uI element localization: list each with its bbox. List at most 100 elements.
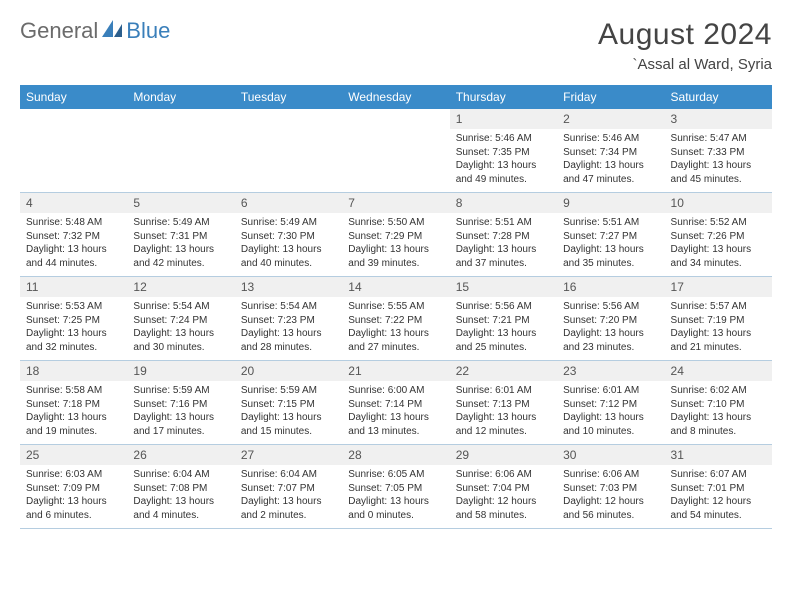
calendar-day-cell: 1Sunrise: 5:46 AMSunset: 7:35 PMDaylight…: [450, 109, 557, 193]
day-details: Sunrise: 5:51 AMSunset: 7:28 PMDaylight:…: [450, 213, 557, 276]
day-number: 12: [127, 277, 234, 297]
calendar-day-cell: 24Sunrise: 6:02 AMSunset: 7:10 PMDayligh…: [665, 361, 772, 445]
day-details: Sunrise: 5:58 AMSunset: 7:18 PMDaylight:…: [20, 381, 127, 444]
calendar-day-cell: 16Sunrise: 5:56 AMSunset: 7:20 PMDayligh…: [557, 277, 664, 361]
weekday-header: Friday: [557, 85, 664, 109]
day-details: Sunrise: 6:02 AMSunset: 7:10 PMDaylight:…: [665, 381, 772, 444]
logo-text-general: General: [20, 18, 98, 44]
day-details: Sunrise: 6:06 AMSunset: 7:03 PMDaylight:…: [557, 465, 664, 528]
day-number: 30: [557, 445, 664, 465]
calendar-day-cell: 2Sunrise: 5:46 AMSunset: 7:34 PMDaylight…: [557, 109, 664, 193]
calendar-day-cell: [127, 109, 234, 193]
weekday-header: Sunday: [20, 85, 127, 109]
day-details: Sunrise: 5:56 AMSunset: 7:20 PMDaylight:…: [557, 297, 664, 360]
calendar-day-cell: 12Sunrise: 5:54 AMSunset: 7:24 PMDayligh…: [127, 277, 234, 361]
day-details: Sunrise: 6:04 AMSunset: 7:08 PMDaylight:…: [127, 465, 234, 528]
calendar-day-cell: 22Sunrise: 6:01 AMSunset: 7:13 PMDayligh…: [450, 361, 557, 445]
calendar-day-cell: 6Sunrise: 5:49 AMSunset: 7:30 PMDaylight…: [235, 193, 342, 277]
day-details: Sunrise: 5:46 AMSunset: 7:35 PMDaylight:…: [450, 129, 557, 192]
calendar-day-cell: 17Sunrise: 5:57 AMSunset: 7:19 PMDayligh…: [665, 277, 772, 361]
day-number: 11: [20, 277, 127, 297]
day-number: 9: [557, 193, 664, 213]
calendar-week-row: 11Sunrise: 5:53 AMSunset: 7:25 PMDayligh…: [20, 277, 772, 361]
day-details: Sunrise: 5:54 AMSunset: 7:24 PMDaylight:…: [127, 297, 234, 360]
calendar-body: 1Sunrise: 5:46 AMSunset: 7:35 PMDaylight…: [20, 109, 772, 529]
day-number: 8: [450, 193, 557, 213]
day-number: 15: [450, 277, 557, 297]
calendar-day-cell: [235, 109, 342, 193]
calendar-day-cell: 29Sunrise: 6:06 AMSunset: 7:04 PMDayligh…: [450, 445, 557, 529]
calendar-day-cell: 20Sunrise: 5:59 AMSunset: 7:15 PMDayligh…: [235, 361, 342, 445]
calendar-day-cell: 3Sunrise: 5:47 AMSunset: 7:33 PMDaylight…: [665, 109, 772, 193]
calendar-day-cell: 8Sunrise: 5:51 AMSunset: 7:28 PMDaylight…: [450, 193, 557, 277]
calendar-day-cell: 27Sunrise: 6:04 AMSunset: 7:07 PMDayligh…: [235, 445, 342, 529]
day-details: Sunrise: 5:48 AMSunset: 7:32 PMDaylight:…: [20, 213, 127, 276]
weekday-header: Wednesday: [342, 85, 449, 109]
day-number: 17: [665, 277, 772, 297]
weekday-header: Saturday: [665, 85, 772, 109]
weekday-header: Monday: [127, 85, 234, 109]
day-details: Sunrise: 6:06 AMSunset: 7:04 PMDaylight:…: [450, 465, 557, 528]
day-number: 25: [20, 445, 127, 465]
calendar-day-cell: 30Sunrise: 6:06 AMSunset: 7:03 PMDayligh…: [557, 445, 664, 529]
day-details: Sunrise: 5:59 AMSunset: 7:15 PMDaylight:…: [235, 381, 342, 444]
day-number: 4: [20, 193, 127, 213]
calendar-day-cell: 7Sunrise: 5:50 AMSunset: 7:29 PMDaylight…: [342, 193, 449, 277]
day-details: Sunrise: 5:49 AMSunset: 7:31 PMDaylight:…: [127, 213, 234, 276]
logo: General Blue: [20, 18, 170, 44]
calendar-day-cell: 13Sunrise: 5:54 AMSunset: 7:23 PMDayligh…: [235, 277, 342, 361]
day-details: Sunrise: 5:46 AMSunset: 7:34 PMDaylight:…: [557, 129, 664, 192]
calendar-day-cell: 28Sunrise: 6:05 AMSunset: 7:05 PMDayligh…: [342, 445, 449, 529]
day-number: 23: [557, 361, 664, 381]
day-number: 10: [665, 193, 772, 213]
calendar-header-row: SundayMondayTuesdayWednesdayThursdayFrid…: [20, 85, 772, 109]
calendar-day-cell: 18Sunrise: 5:58 AMSunset: 7:18 PMDayligh…: [20, 361, 127, 445]
calendar-day-cell: 21Sunrise: 6:00 AMSunset: 7:14 PMDayligh…: [342, 361, 449, 445]
calendar-day-cell: 14Sunrise: 5:55 AMSunset: 7:22 PMDayligh…: [342, 277, 449, 361]
title-block: August 2024 `Assal al Ward, Syria: [598, 18, 772, 73]
day-details: Sunrise: 5:55 AMSunset: 7:22 PMDaylight:…: [342, 297, 449, 360]
day-number: 3: [665, 109, 772, 129]
calendar-day-cell: 25Sunrise: 6:03 AMSunset: 7:09 PMDayligh…: [20, 445, 127, 529]
day-details: Sunrise: 5:59 AMSunset: 7:16 PMDaylight:…: [127, 381, 234, 444]
day-number: 14: [342, 277, 449, 297]
day-details: Sunrise: 5:51 AMSunset: 7:27 PMDaylight:…: [557, 213, 664, 276]
calendar-day-cell: 26Sunrise: 6:04 AMSunset: 7:08 PMDayligh…: [127, 445, 234, 529]
calendar-day-cell: 9Sunrise: 5:51 AMSunset: 7:27 PMDaylight…: [557, 193, 664, 277]
calendar-day-cell: 15Sunrise: 5:56 AMSunset: 7:21 PMDayligh…: [450, 277, 557, 361]
day-details: Sunrise: 6:00 AMSunset: 7:14 PMDaylight:…: [342, 381, 449, 444]
day-number: 13: [235, 277, 342, 297]
logo-sail-icon: [102, 20, 124, 43]
calendar-week-row: 18Sunrise: 5:58 AMSunset: 7:18 PMDayligh…: [20, 361, 772, 445]
calendar-week-row: 1Sunrise: 5:46 AMSunset: 7:35 PMDaylight…: [20, 109, 772, 193]
day-details: Sunrise: 5:53 AMSunset: 7:25 PMDaylight:…: [20, 297, 127, 360]
day-number: 7: [342, 193, 449, 213]
calendar-day-cell: [342, 109, 449, 193]
day-number: 26: [127, 445, 234, 465]
day-details: Sunrise: 6:03 AMSunset: 7:09 PMDaylight:…: [20, 465, 127, 528]
calendar-day-cell: [20, 109, 127, 193]
day-number: 6: [235, 193, 342, 213]
calendar-day-cell: 4Sunrise: 5:48 AMSunset: 7:32 PMDaylight…: [20, 193, 127, 277]
logo-text-blue: Blue: [126, 18, 170, 44]
day-details: Sunrise: 5:54 AMSunset: 7:23 PMDaylight:…: [235, 297, 342, 360]
location-label: `Assal al Ward, Syria: [598, 56, 772, 73]
calendar-day-cell: 11Sunrise: 5:53 AMSunset: 7:25 PMDayligh…: [20, 277, 127, 361]
calendar-day-cell: 23Sunrise: 6:01 AMSunset: 7:12 PMDayligh…: [557, 361, 664, 445]
day-details: Sunrise: 6:01 AMSunset: 7:13 PMDaylight:…: [450, 381, 557, 444]
calendar-day-cell: 31Sunrise: 6:07 AMSunset: 7:01 PMDayligh…: [665, 445, 772, 529]
day-number: 22: [450, 361, 557, 381]
weekday-header: Thursday: [450, 85, 557, 109]
day-details: Sunrise: 6:04 AMSunset: 7:07 PMDaylight:…: [235, 465, 342, 528]
day-details: Sunrise: 6:05 AMSunset: 7:05 PMDaylight:…: [342, 465, 449, 528]
month-title: August 2024: [598, 18, 772, 52]
header: General Blue August 2024 `Assal al Ward,…: [20, 18, 772, 73]
day-number: 2: [557, 109, 664, 129]
weekday-header: Tuesday: [235, 85, 342, 109]
day-details: Sunrise: 5:50 AMSunset: 7:29 PMDaylight:…: [342, 213, 449, 276]
day-details: Sunrise: 5:49 AMSunset: 7:30 PMDaylight:…: [235, 213, 342, 276]
calendar-day-cell: 19Sunrise: 5:59 AMSunset: 7:16 PMDayligh…: [127, 361, 234, 445]
day-number: 18: [20, 361, 127, 381]
day-number: 1: [450, 109, 557, 129]
day-number: 27: [235, 445, 342, 465]
